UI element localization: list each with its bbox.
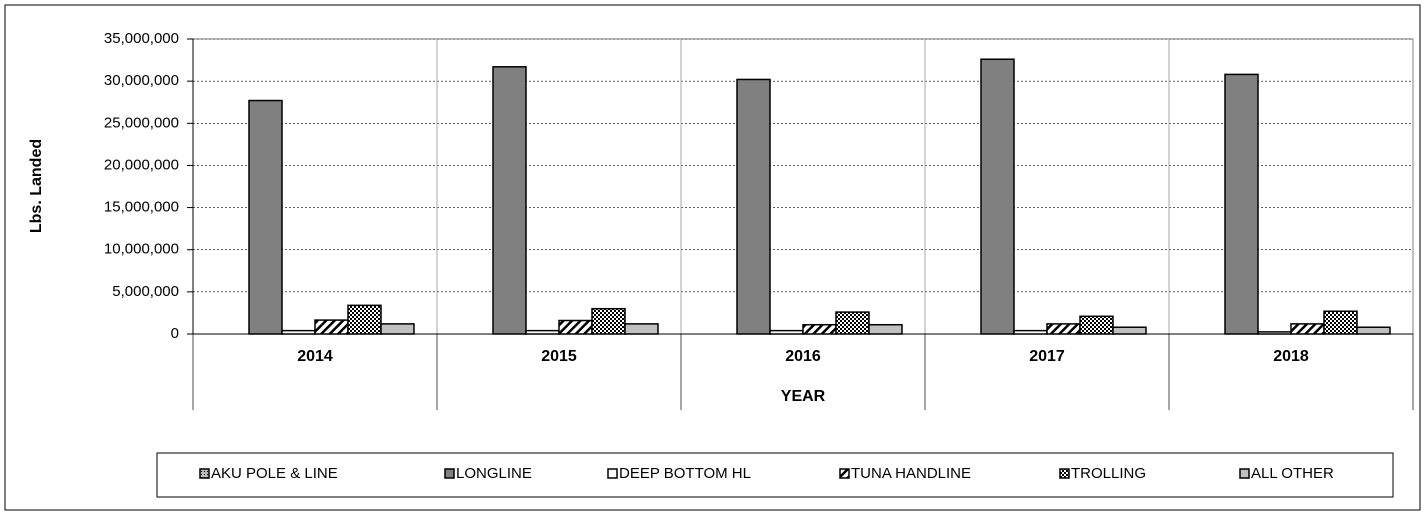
bar: [1112, 326, 1147, 335]
y-tick-label: 10,000,000: [104, 241, 179, 258]
bar: [802, 323, 837, 335]
x-tick-label: 2016: [785, 348, 821, 365]
y-axis-label: Lbs. Landed: [28, 139, 45, 233]
legend-box: [156, 452, 1394, 498]
legend-swatch: [1239, 468, 1250, 479]
bar: [492, 66, 527, 335]
legend-swatch: [607, 468, 618, 479]
bar: [868, 323, 903, 335]
legend-swatch: [1059, 468, 1070, 479]
bar: [1356, 326, 1391, 335]
bar: [769, 329, 804, 335]
y-tick-label: 15,000,000: [104, 199, 179, 216]
bar: [1079, 315, 1114, 335]
bar: [1224, 73, 1259, 335]
legend-label: LONGLINE: [456, 465, 532, 482]
x-tick-label: 2018: [1273, 348, 1309, 365]
legend-label: TUNA HANDLINE: [851, 465, 971, 482]
bar: [980, 58, 1015, 335]
bar: [281, 329, 316, 335]
x-tick-label: 2014: [297, 348, 333, 365]
bar: [248, 99, 283, 335]
bar: [558, 319, 593, 335]
legend-label: AKU POLE & LINE: [211, 465, 338, 482]
bar: [624, 323, 659, 335]
y-tick-label: 5,000,000: [112, 283, 179, 300]
legend-label: DEEP BOTTOM HL: [619, 465, 751, 482]
bar: [1290, 323, 1325, 335]
y-tick-label: 35,000,000: [104, 30, 179, 47]
legend-swatch: [199, 468, 210, 479]
bar: [1257, 331, 1292, 335]
bar: [736, 78, 771, 335]
x-tick-label: 2015: [541, 348, 577, 365]
y-tick-label: 0: [171, 325, 179, 342]
plot-area: [192, 38, 1414, 335]
x-tick-label: 2017: [1029, 348, 1065, 365]
bar: [347, 304, 382, 335]
legend-label: ALL OTHER: [1251, 465, 1334, 482]
bar: [380, 323, 415, 335]
legend-label: TROLLING: [1071, 465, 1146, 482]
bar: [525, 329, 560, 335]
x-axis-label: YEAR: [781, 388, 826, 405]
y-tick-label: 25,000,000: [104, 114, 179, 131]
legend-swatch: [839, 468, 850, 479]
legend-swatch: [444, 468, 455, 479]
bar: [591, 307, 626, 335]
bar: [1323, 310, 1358, 335]
y-tick-label: 20,000,000: [104, 156, 179, 173]
bar: [1046, 323, 1081, 335]
bar: [1013, 329, 1048, 335]
y-tick-label: 30,000,000: [104, 72, 179, 89]
bar: [835, 311, 870, 335]
bar: [314, 319, 349, 335]
